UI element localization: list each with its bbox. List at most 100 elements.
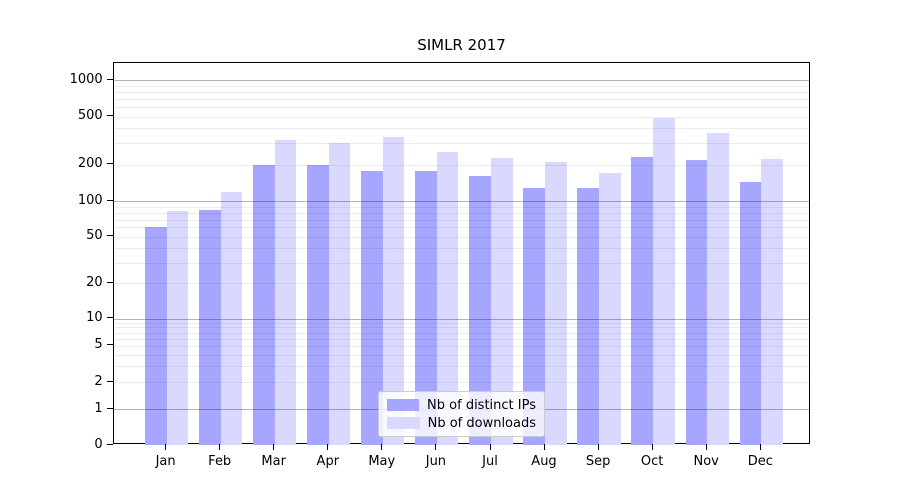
y-axis-tick bbox=[106, 380, 113, 382]
bar-downloads-sep bbox=[599, 172, 621, 445]
x-axis-tick-label: Dec2017 bbox=[747, 454, 773, 469]
major-gridline bbox=[113, 80, 809, 81]
bar-downloads-jun bbox=[436, 152, 459, 445]
minor-gridline bbox=[113, 106, 809, 108]
y-axis-tick-label: 10 bbox=[86, 310, 103, 325]
y-axis-tick-label: 50 bbox=[86, 228, 103, 244]
x-axis-tick-label: Feb2017 bbox=[208, 454, 232, 469]
y-axis-tick bbox=[106, 78, 113, 80]
x-axis-tick bbox=[165, 444, 167, 450]
major-gridline bbox=[113, 318, 809, 320]
bar-downloads-aug bbox=[544, 162, 567, 445]
bar-distinct-ips-nov bbox=[685, 159, 708, 445]
x-axis-tick-label: May2017 bbox=[368, 454, 396, 469]
bar-downloads-nov bbox=[707, 132, 729, 445]
x-axis-tick bbox=[597, 444, 599, 450]
bar-downloads-jan bbox=[166, 211, 189, 445]
bar-downloads-feb bbox=[220, 191, 243, 445]
minor-gridline bbox=[113, 98, 809, 100]
minor-gridline bbox=[113, 332, 809, 334]
bar-downloads-oct bbox=[653, 118, 675, 445]
x-axis-tick bbox=[273, 444, 275, 450]
x-axis-tick bbox=[381, 444, 383, 450]
y-axis-tick bbox=[106, 163, 113, 165]
y-axis-tick-label: 5 bbox=[94, 337, 103, 353]
x-axis-tick bbox=[219, 444, 221, 450]
legend-swatch-downloads bbox=[387, 417, 420, 429]
x-axis-tick-label: Aug2017 bbox=[531, 454, 557, 469]
legend-label-distinct-ips: Nb of distinct IPs bbox=[427, 397, 536, 413]
legend-item-distinct-ips: Nb of distinct IPs bbox=[387, 398, 536, 413]
y-axis-tick-label: 100 bbox=[77, 192, 103, 208]
minor-gridline bbox=[113, 116, 809, 118]
y-axis-tick bbox=[106, 443, 113, 445]
x-axis-tick-label: Jan2017 bbox=[155, 454, 176, 469]
plot-area bbox=[112, 62, 810, 445]
minor-gridline bbox=[113, 283, 809, 285]
x-axis-tick-label: Jul2017 bbox=[482, 454, 498, 469]
bar-downloads-apr bbox=[328, 143, 351, 445]
bar-downloads-dec bbox=[761, 158, 783, 445]
y-axis-tick bbox=[106, 115, 113, 116]
minor-gridline bbox=[113, 345, 809, 347]
major-gridline bbox=[113, 201, 809, 203]
legend: Nb of distinct IPs Nb of downloads bbox=[378, 391, 545, 437]
y-axis-tick-label: 20 bbox=[86, 274, 103, 290]
legend-swatch-distinct-ips bbox=[387, 399, 420, 411]
legend-label-downloads: Nb of downloads bbox=[427, 415, 536, 431]
bar-downloads-mar bbox=[274, 140, 297, 445]
y-axis-tick bbox=[106, 344, 113, 346]
minor-gridline bbox=[113, 212, 809, 214]
minor-gridline bbox=[113, 366, 809, 367]
x-axis-tick bbox=[435, 444, 437, 450]
minor-gridline bbox=[113, 236, 809, 238]
minor-gridline bbox=[113, 143, 809, 145]
y-axis-tick bbox=[106, 281, 113, 283]
bar-distinct-ips-feb bbox=[199, 210, 221, 445]
minor-gridline bbox=[113, 128, 809, 130]
x-axis-tick bbox=[327, 444, 329, 450]
bar-distinct-ips-sep bbox=[577, 187, 600, 445]
bar-distinct-ips-oct bbox=[631, 157, 654, 445]
x-axis-tick-label: Nov2017 bbox=[693, 454, 719, 469]
x-axis-tick bbox=[543, 444, 545, 450]
y-axis-tick-label: 1000 bbox=[69, 71, 103, 87]
minor-gridline bbox=[113, 322, 809, 324]
minor-gridline bbox=[113, 382, 809, 383]
y-axis-tick-label: 200 bbox=[77, 156, 103, 172]
bar-downloads-may bbox=[382, 136, 405, 445]
bar-distinct-ips-may bbox=[361, 170, 383, 445]
minor-gridline bbox=[113, 247, 809, 249]
minor-gridline bbox=[113, 85, 809, 87]
x-axis-tick-label: Oct2017 bbox=[640, 454, 664, 469]
x-axis-tick-label: Mar2017 bbox=[261, 454, 286, 469]
y-axis-tick bbox=[106, 317, 113, 318]
x-axis-tick-label: Sep2017 bbox=[585, 454, 611, 469]
x-axis-tick bbox=[759, 444, 761, 450]
bar-distinct-ips-aug bbox=[523, 187, 545, 445]
x-axis-tick bbox=[651, 444, 653, 450]
minor-gridline bbox=[113, 338, 809, 340]
bar-distinct-ips-apr bbox=[307, 164, 329, 445]
x-axis-tick-label: Apr2017 bbox=[316, 454, 340, 469]
bar-distinct-ips-jul bbox=[469, 176, 491, 445]
minor-gridline bbox=[113, 219, 809, 221]
minor-gridline bbox=[113, 206, 809, 208]
y-axis-tick bbox=[106, 235, 113, 237]
bar-downloads-jul bbox=[490, 158, 513, 445]
x-axis-tick bbox=[489, 444, 491, 450]
y-axis-tick-label: 500 bbox=[77, 108, 103, 123]
y-axis-tick-label: 2 bbox=[94, 373, 103, 389]
bar-distinct-ips-dec bbox=[739, 181, 762, 445]
minor-gridline bbox=[113, 354, 809, 356]
minor-gridline bbox=[113, 262, 809, 264]
y-axis-tick-label: 1 bbox=[94, 400, 103, 416]
bar-distinct-ips-mar bbox=[253, 164, 275, 445]
legend-item-downloads: Nb of downloads bbox=[387, 416, 536, 431]
bar-distinct-ips-jun bbox=[415, 171, 437, 445]
chart-title: SIMLR 2017 bbox=[417, 36, 506, 54]
minor-gridline bbox=[113, 327, 809, 329]
minor-gridline bbox=[113, 227, 809, 229]
x-axis-tick-label: Jun2017 bbox=[425, 454, 447, 469]
